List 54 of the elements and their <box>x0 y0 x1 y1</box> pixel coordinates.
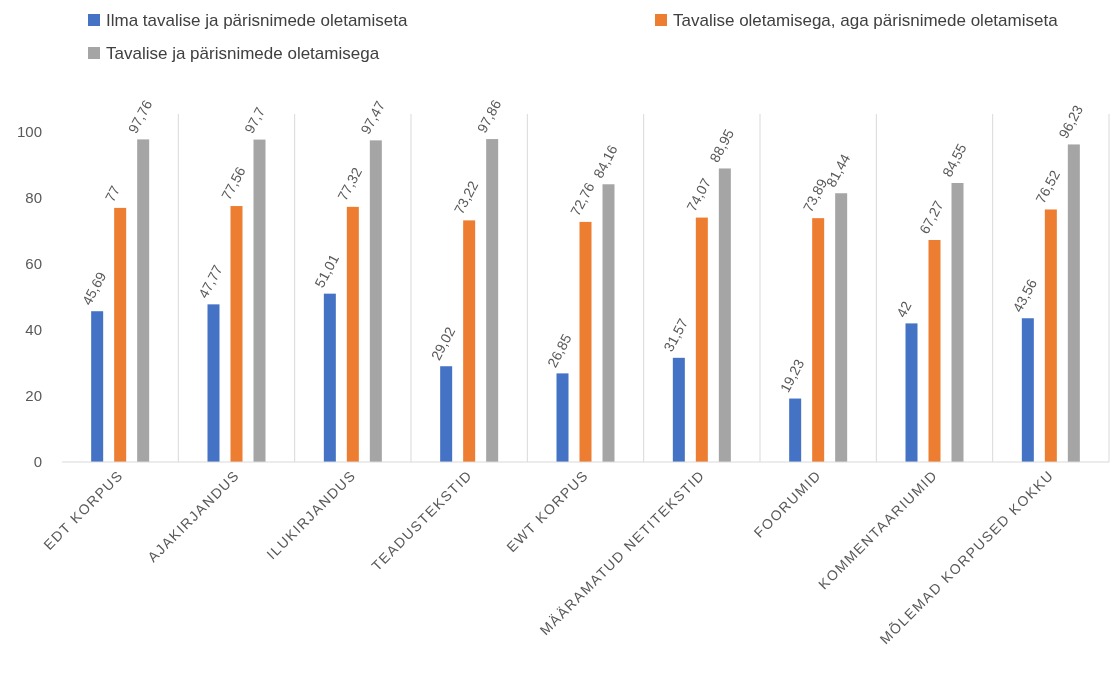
bar <box>253 139 266 462</box>
bar <box>672 357 685 462</box>
bar <box>695 217 708 462</box>
bar <box>463 220 476 462</box>
bar <box>207 304 220 462</box>
bar <box>928 240 941 462</box>
bar <box>602 184 615 462</box>
bar <box>137 139 150 462</box>
data-label: 42 <box>893 298 915 320</box>
bar <box>346 206 359 462</box>
bar <box>579 221 592 462</box>
y-tick-label: 60 <box>25 255 42 273</box>
y-tick-label: 20 <box>25 387 42 405</box>
bar <box>812 218 825 462</box>
y-tick-label: 100 <box>16 123 42 141</box>
bar <box>369 140 382 462</box>
data-label: 31,57 <box>660 315 692 355</box>
bar <box>1067 144 1080 462</box>
data-label: 77 <box>101 182 124 205</box>
data-label: 45,69 <box>78 269 110 308</box>
bar <box>905 323 918 462</box>
data-label: 84,55 <box>939 140 970 180</box>
data-label: 84,16 <box>590 142 621 181</box>
data-label: 88,95 <box>706 126 738 165</box>
data-label: 19,23 <box>776 356 808 395</box>
bar <box>323 293 336 462</box>
bar <box>718 168 731 462</box>
bar <box>1044 209 1057 462</box>
bar <box>114 207 127 462</box>
data-label: 43,56 <box>1009 276 1041 315</box>
bar <box>789 398 802 462</box>
legend-label: Tavalise ja pärisnimede oletamisega <box>106 44 380 63</box>
bar <box>556 373 569 462</box>
data-label: 67,27 <box>916 197 947 237</box>
bar <box>486 139 499 462</box>
data-label: 97,7 <box>241 104 269 136</box>
bar <box>951 182 964 462</box>
data-label: 97,86 <box>473 96 505 136</box>
bar <box>1021 318 1034 462</box>
data-label: 26,85 <box>544 331 575 370</box>
legend-label: Tavalise oletamisega, aga pärisnimede oletamiseta <box>673 11 1059 30</box>
y-tick-label: 80 <box>25 189 42 207</box>
legend-label: Ilma tavalise ja pärisnimede oletamiseta <box>106 11 408 30</box>
bar <box>440 366 453 462</box>
bar <box>230 206 243 462</box>
data-label: 47,77 <box>195 262 226 301</box>
data-label: 29,02 <box>427 324 459 363</box>
bar <box>835 193 848 462</box>
y-tick-label: 0 <box>33 453 42 471</box>
bar <box>91 311 104 462</box>
data-label: 97,47 <box>357 98 389 137</box>
data-label: 97,76 <box>124 97 156 136</box>
y-tick-label: 40 <box>25 321 42 339</box>
data-label: 74,07 <box>683 175 715 214</box>
